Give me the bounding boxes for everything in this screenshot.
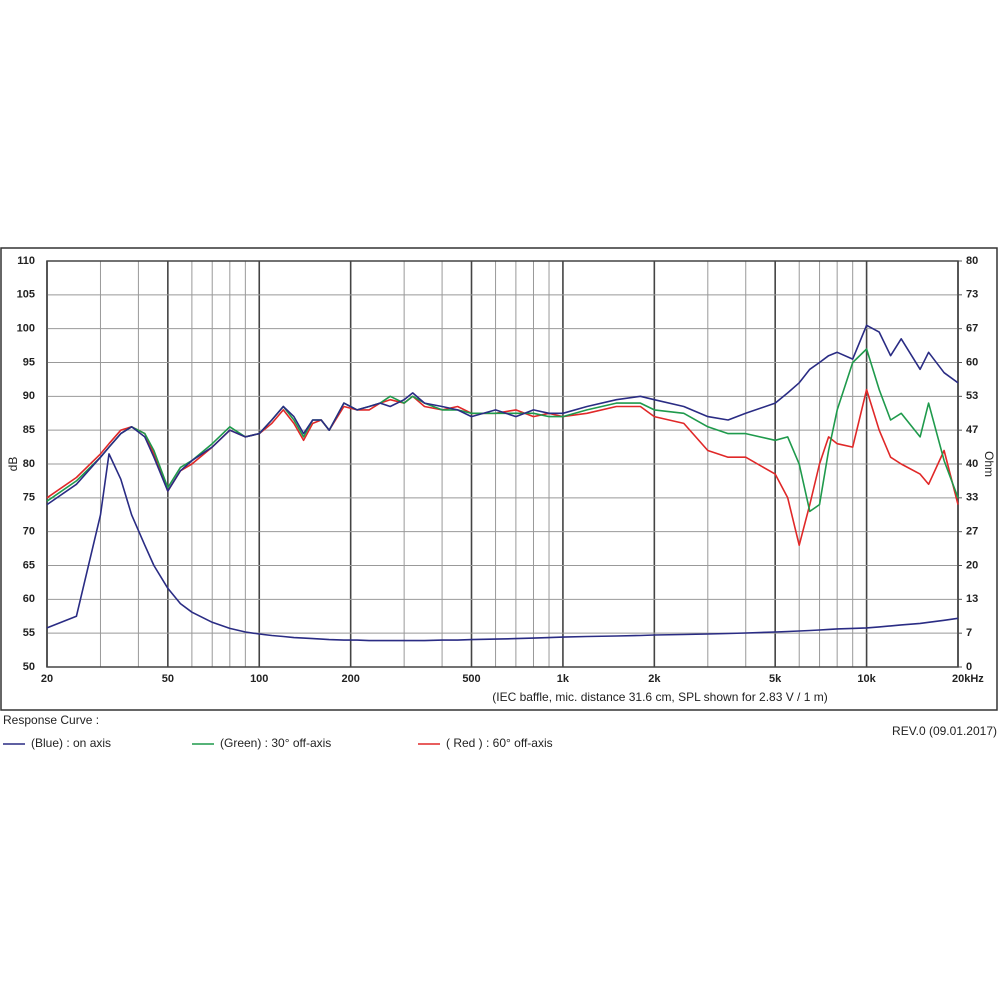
y-tick-label: 50 — [23, 661, 35, 673]
y-tick-label: 60 — [23, 593, 35, 605]
x-axis-label: (IEC baffle, mic. distance 31.6 cm, SPL … — [492, 690, 827, 704]
x-tick-label: 2k — [648, 673, 661, 685]
plot-border — [46, 260, 959, 668]
x-tick-label: 1k — [557, 673, 570, 685]
y2-tick-label: 27 — [966, 526, 978, 538]
x-tick-label: 20 — [41, 673, 53, 685]
y-tick-label: 100 — [17, 323, 35, 335]
y-tick-label: 55 — [23, 627, 35, 639]
y2-tick-label: 80 — [966, 255, 978, 267]
y2-axis-label: Ohm — [982, 451, 996, 477]
x-tick-label: 200 — [341, 673, 359, 685]
y2-tick-label: 60 — [966, 356, 978, 368]
y-tick-label: 70 — [23, 526, 35, 538]
y2-tick-label: 13 — [966, 593, 978, 605]
y2-tick-label: 0 — [966, 661, 972, 673]
y-tick-label: 90 — [23, 390, 35, 402]
x-tick-label: 20kHz — [952, 673, 984, 685]
legend-title: Response Curve : — [3, 713, 99, 727]
y-tick-label: 85 — [23, 424, 35, 436]
x-tick-label: 500 — [462, 673, 480, 685]
revision: REV.0 (09.01.2017) — [892, 724, 997, 738]
y-tick-label: 75 — [23, 492, 35, 504]
y-axis-label: dB — [6, 457, 20, 472]
series-line — [46, 453, 959, 642]
y-tick-label: 80 — [23, 458, 35, 470]
y-tick-label: 110 — [17, 255, 35, 267]
y-tick-label: 65 — [23, 559, 35, 571]
y-tick-label: 95 — [23, 356, 35, 368]
legend-label: (Blue) : on axis — [31, 736, 111, 750]
y2-tick-label: 33 — [966, 492, 978, 504]
x-tick-label: 100 — [250, 673, 268, 685]
y2-tick-label: 67 — [966, 323, 978, 335]
x-tick-label: 5k — [769, 673, 782, 685]
y2-tick-label: 47 — [966, 424, 978, 436]
y2-tick-label: 40 — [966, 458, 978, 470]
chart-frame — [0, 247, 998, 711]
y2-tick-label: 73 — [966, 289, 978, 301]
x-tick-label: 10k — [857, 673, 876, 685]
legend-label: ( Red ) : 60° off-axis — [446, 736, 553, 750]
series-line — [46, 324, 959, 506]
x-tick-label: 50 — [162, 673, 174, 685]
legend-label: (Green) : 30° off-axis — [220, 736, 331, 750]
y2-tick-label: 7 — [966, 627, 972, 639]
y2-tick-label: 20 — [966, 559, 978, 571]
y2-tick-label: 53 — [966, 390, 978, 402]
y-tick-label: 105 — [17, 289, 35, 301]
